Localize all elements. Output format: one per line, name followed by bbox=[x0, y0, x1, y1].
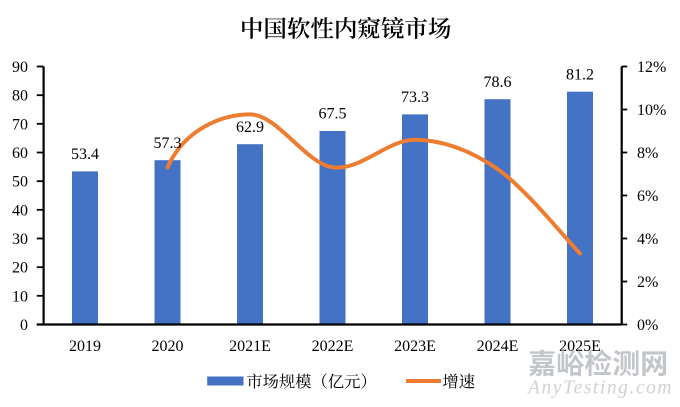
svg-text:AnyTesting.com: AnyTesting.com bbox=[526, 377, 673, 398]
svg-text:2%: 2% bbox=[637, 274, 658, 291]
svg-text:60: 60 bbox=[12, 145, 28, 162]
svg-text:80: 80 bbox=[12, 88, 28, 105]
svg-text:2023E: 2023E bbox=[394, 338, 436, 355]
svg-text:67.5: 67.5 bbox=[319, 106, 347, 123]
svg-text:40: 40 bbox=[12, 202, 28, 219]
svg-text:90: 90 bbox=[12, 59, 28, 76]
svg-text:2021E: 2021E bbox=[229, 338, 271, 355]
svg-text:70: 70 bbox=[12, 116, 28, 133]
svg-text:53.4: 53.4 bbox=[71, 146, 99, 163]
svg-text:73.3: 73.3 bbox=[401, 89, 429, 106]
svg-text:2020: 2020 bbox=[152, 338, 184, 355]
svg-text:10: 10 bbox=[12, 288, 28, 305]
svg-text:81.2: 81.2 bbox=[566, 66, 594, 83]
svg-text:12%: 12% bbox=[637, 59, 666, 76]
svg-text:50: 50 bbox=[12, 174, 28, 191]
svg-text:2022E: 2022E bbox=[312, 338, 354, 355]
svg-text:4%: 4% bbox=[637, 231, 658, 248]
svg-text:2024E: 2024E bbox=[477, 338, 519, 355]
svg-text:78.6: 78.6 bbox=[484, 74, 512, 91]
svg-text:0%: 0% bbox=[637, 317, 658, 334]
svg-text:0: 0 bbox=[20, 317, 28, 334]
svg-text:62.9: 62.9 bbox=[236, 119, 264, 136]
svg-text:57.3: 57.3 bbox=[154, 135, 182, 152]
svg-text:10%: 10% bbox=[637, 102, 666, 119]
svg-text:30: 30 bbox=[12, 231, 28, 248]
svg-text:2019: 2019 bbox=[69, 338, 101, 355]
svg-text:20: 20 bbox=[12, 260, 28, 277]
svg-text:8%: 8% bbox=[637, 145, 658, 162]
svg-text:6%: 6% bbox=[637, 188, 658, 205]
